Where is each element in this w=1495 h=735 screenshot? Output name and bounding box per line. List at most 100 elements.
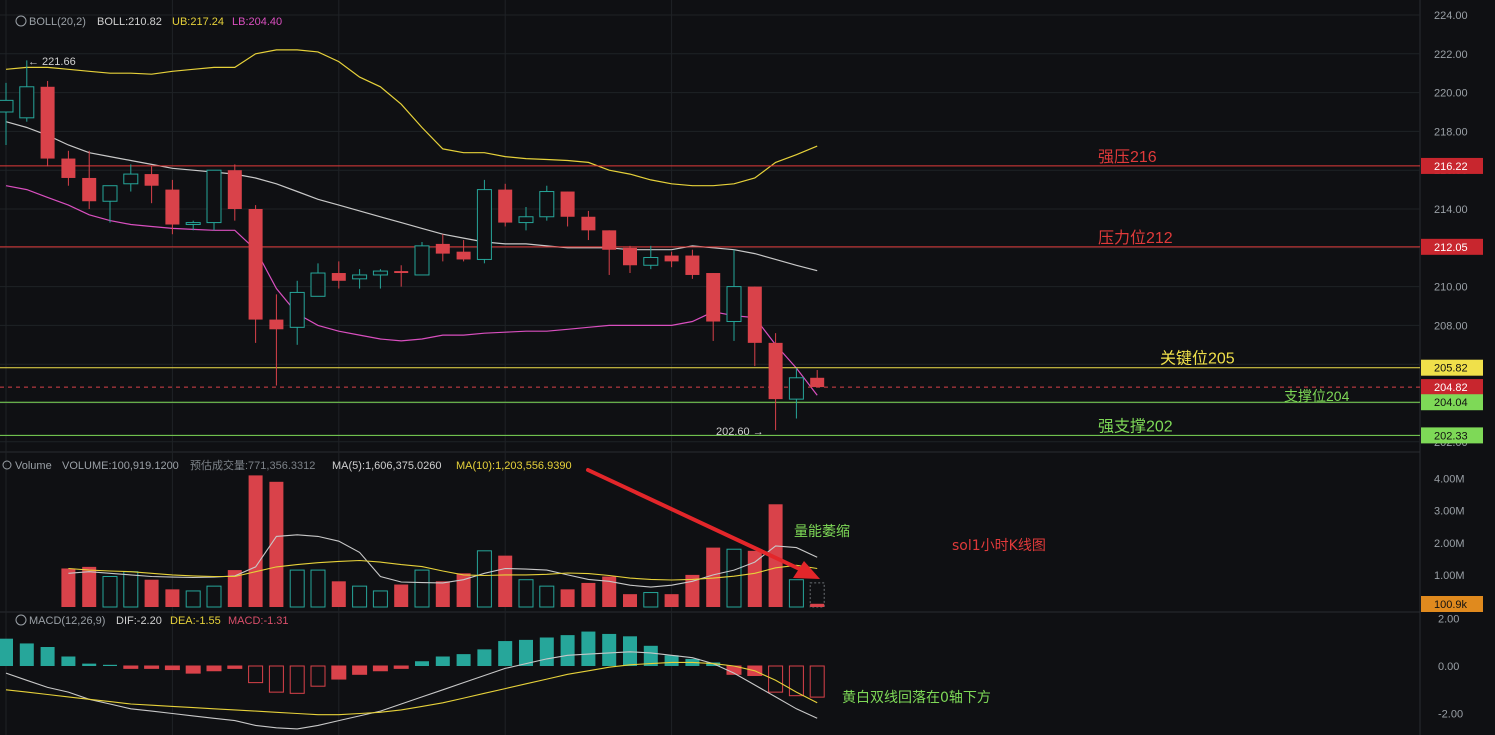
macd-hist-bar (103, 664, 117, 666)
macd-legend-dif: DIF:-2.20 (116, 615, 162, 627)
candle-body (476, 189, 492, 260)
eye-icon[interactable] (2, 460, 12, 470)
candle-body (248, 209, 263, 320)
macd-legend-dea: DEA:-1.55 (170, 615, 221, 627)
candle-body (414, 245, 430, 276)
candle-body (227, 170, 242, 209)
candle-body (310, 272, 326, 297)
volume-bar (414, 569, 430, 608)
volume-bar (435, 581, 450, 607)
macd-hist-bar (164, 665, 180, 671)
candle-body (289, 291, 305, 328)
macd-hist-bar (643, 645, 658, 666)
volume-bar (747, 550, 762, 607)
volume-legend-volume: VOLUME:100,919.1200 (62, 460, 179, 472)
macd-hist-bar (623, 636, 637, 666)
volume-bar (227, 570, 242, 607)
candle-body (102, 185, 118, 202)
macd-hist-bar (289, 665, 305, 694)
level-lines: 强压216 压力位212 关键位205 支撑位204 强支撑202 (0, 149, 1420, 436)
bollinger-bands (5, 49, 818, 396)
macd-hist-bar (0, 638, 13, 666)
candle-body (206, 169, 222, 224)
candle-body (747, 286, 762, 343)
candle-body (539, 191, 555, 218)
candle-body (19, 86, 35, 119)
macd-legend: MACD(12,26,9) DIF:-2.20 DEA:-1.55 MACD:-… (15, 614, 289, 627)
macd-hist-bar (456, 654, 471, 666)
volume-bar (144, 579, 159, 607)
price-tick-label: 210.00 (1434, 282, 1468, 294)
candle-body (498, 189, 513, 223)
macd-hist-bar (809, 665, 825, 698)
macd-hist-bar (477, 649, 492, 666)
macd-hist-bar (123, 665, 139, 669)
volume-ma5-line (68, 534, 818, 588)
volume-tick-label: 4.00M (1434, 474, 1465, 486)
candle-body (331, 273, 346, 281)
macd-hist-bar (331, 665, 347, 680)
volume-bar (539, 585, 555, 608)
level-label: 压力位212 (1098, 229, 1173, 247)
boll-upper-line (5, 49, 818, 187)
candle-body (623, 247, 637, 266)
volume-bar (352, 585, 368, 608)
macd-hist-bar (310, 665, 326, 687)
candle-body (0, 99, 14, 113)
bell-icon[interactable] (15, 15, 27, 27)
macd-hist-bar (352, 665, 368, 675)
macd-legend-name: MACD(12,26,9) (29, 615, 105, 627)
macd-dif-line (5, 651, 818, 730)
volume-legend-name: Volume (15, 460, 52, 472)
macd-hist-bar (706, 662, 721, 666)
price-tick-label: 218.00 (1434, 126, 1468, 138)
macd-hist-bar (372, 665, 388, 672)
chart-title-note: sol1小时K线图 (952, 538, 1046, 554)
boll-legend-mid: BOLL:210.82 (97, 16, 162, 28)
volume-legend-ma5: MA(5):1,606,375.0260 (332, 460, 441, 472)
macd-hist-bar (185, 665, 201, 674)
price-tag-box (1421, 157, 1483, 174)
low-marker: 202.60 → (716, 426, 764, 438)
macd-hist-bar (19, 643, 34, 666)
macd-tick-label: 2.00 (1438, 614, 1459, 626)
bell-icon[interactable] (15, 614, 27, 626)
candle-body (123, 173, 139, 185)
candle-body (372, 270, 388, 276)
level-label: 强压216 (1098, 149, 1157, 166)
volume-bar (581, 582, 596, 607)
candle-body (560, 191, 575, 217)
macd-hist-bar (40, 647, 55, 666)
price-tick-label: 222.00 (1434, 49, 1468, 61)
volume-bar (185, 590, 201, 608)
volume-bar (165, 589, 180, 607)
volume-bar (206, 585, 222, 608)
candle-body (664, 255, 679, 262)
price-tag-box (1421, 379, 1483, 396)
macd-hist-bar (602, 633, 617, 666)
volume-bar (518, 579, 534, 608)
macd-hist-bar (415, 661, 429, 666)
volume-bar (61, 568, 76, 607)
macd-hist-bar (268, 665, 284, 693)
volume-bar (623, 594, 637, 607)
volume-tick-label: 2.00M (1434, 538, 1465, 550)
volume-legend-ma10: MA(10):1,203,556.9390 (456, 460, 572, 472)
volume-tag-label: 100.9k (1434, 599, 1468, 611)
volume-bars (61, 475, 825, 608)
boll-legend: BOLL(20,2) BOLL:210.82 UB:217.24 LB:204.… (15, 15, 282, 28)
macd-panel (0, 631, 825, 730)
volume-legend: Volume VOLUME:100,919.1200 预估成交量:771,356… (2, 458, 572, 472)
volume-bar (331, 581, 346, 607)
level-label: 关键位205 (1160, 350, 1235, 368)
volume-bar (498, 555, 513, 607)
volume-tick-label: 3.00M (1434, 506, 1465, 518)
price-tag-box (1421, 394, 1483, 411)
boll-middle-line (5, 121, 818, 272)
boll-legend-lb: LB:204.40 (232, 16, 282, 28)
macd-note: 黄白双线回落在0轴下方 (842, 689, 991, 706)
price-tick-label: 208.00 (1434, 320, 1468, 332)
volume-bar (372, 590, 388, 608)
